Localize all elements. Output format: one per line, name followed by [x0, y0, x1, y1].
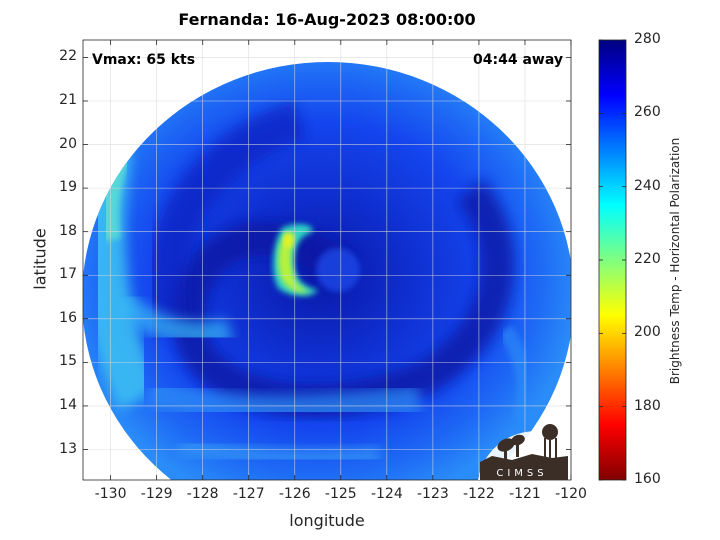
x-tick-label: -121: [509, 486, 541, 502]
cimss-logo: CIMSS: [478, 424, 568, 480]
colorbar-tick-label: 200: [634, 324, 661, 341]
x-tick-label: -123: [416, 486, 449, 502]
colorbar-tick-label: 280: [634, 31, 661, 47]
y-tick-label: 18: [59, 222, 77, 239]
x-axis-label: longitude: [289, 511, 365, 530]
y-tick-label: 22: [59, 48, 77, 65]
x-tick-label: -122: [463, 486, 495, 502]
axes-box: [82, 39, 572, 481]
colorbar-label: Brightness Temp - Horizontal Polarizatio…: [668, 137, 682, 385]
y-tick-label: 17: [59, 266, 77, 283]
y-tick-label: 19: [59, 179, 77, 196]
logo-text: CIMSS: [496, 468, 547, 479]
y-tick-label: 15: [59, 353, 77, 370]
x-tick-label: -126: [278, 486, 311, 502]
x-tick-label: -120: [555, 486, 587, 502]
colorbar: [598, 39, 627, 481]
x-tick-label: -129: [140, 486, 173, 502]
x-tick-label: -125: [324, 486, 357, 502]
colorbar-tick-label: 220: [634, 251, 661, 267]
y-tick-label: 20: [59, 135, 77, 152]
y-axis-label: latitude: [30, 228, 50, 290]
map-title: Fernanda: 16-Aug-2023 08:00:00: [178, 10, 476, 29]
vmax-annotation: Vmax: 65 kts: [92, 52, 196, 68]
eyewall-crescent: [273, 224, 318, 296]
x-tick-label: -130: [94, 486, 127, 502]
colorbar-tick-label: 260: [634, 104, 661, 121]
colorbar-tick-label: 160: [634, 471, 661, 487]
colorbar-tick-label: 180: [634, 397, 661, 414]
y-tick-label: 13: [59, 440, 77, 457]
y-tick-label: 14: [59, 396, 77, 413]
x-tick-label: -128: [186, 486, 219, 502]
y-tick-label: 16: [59, 309, 77, 326]
time-away-annotation: 04:44 away: [473, 52, 563, 68]
colorbar-tick-label: 240: [634, 177, 661, 194]
y-tick-label: 21: [59, 91, 77, 108]
x-tick-label: -127: [232, 486, 265, 502]
x-tick-label: -124: [370, 486, 403, 502]
